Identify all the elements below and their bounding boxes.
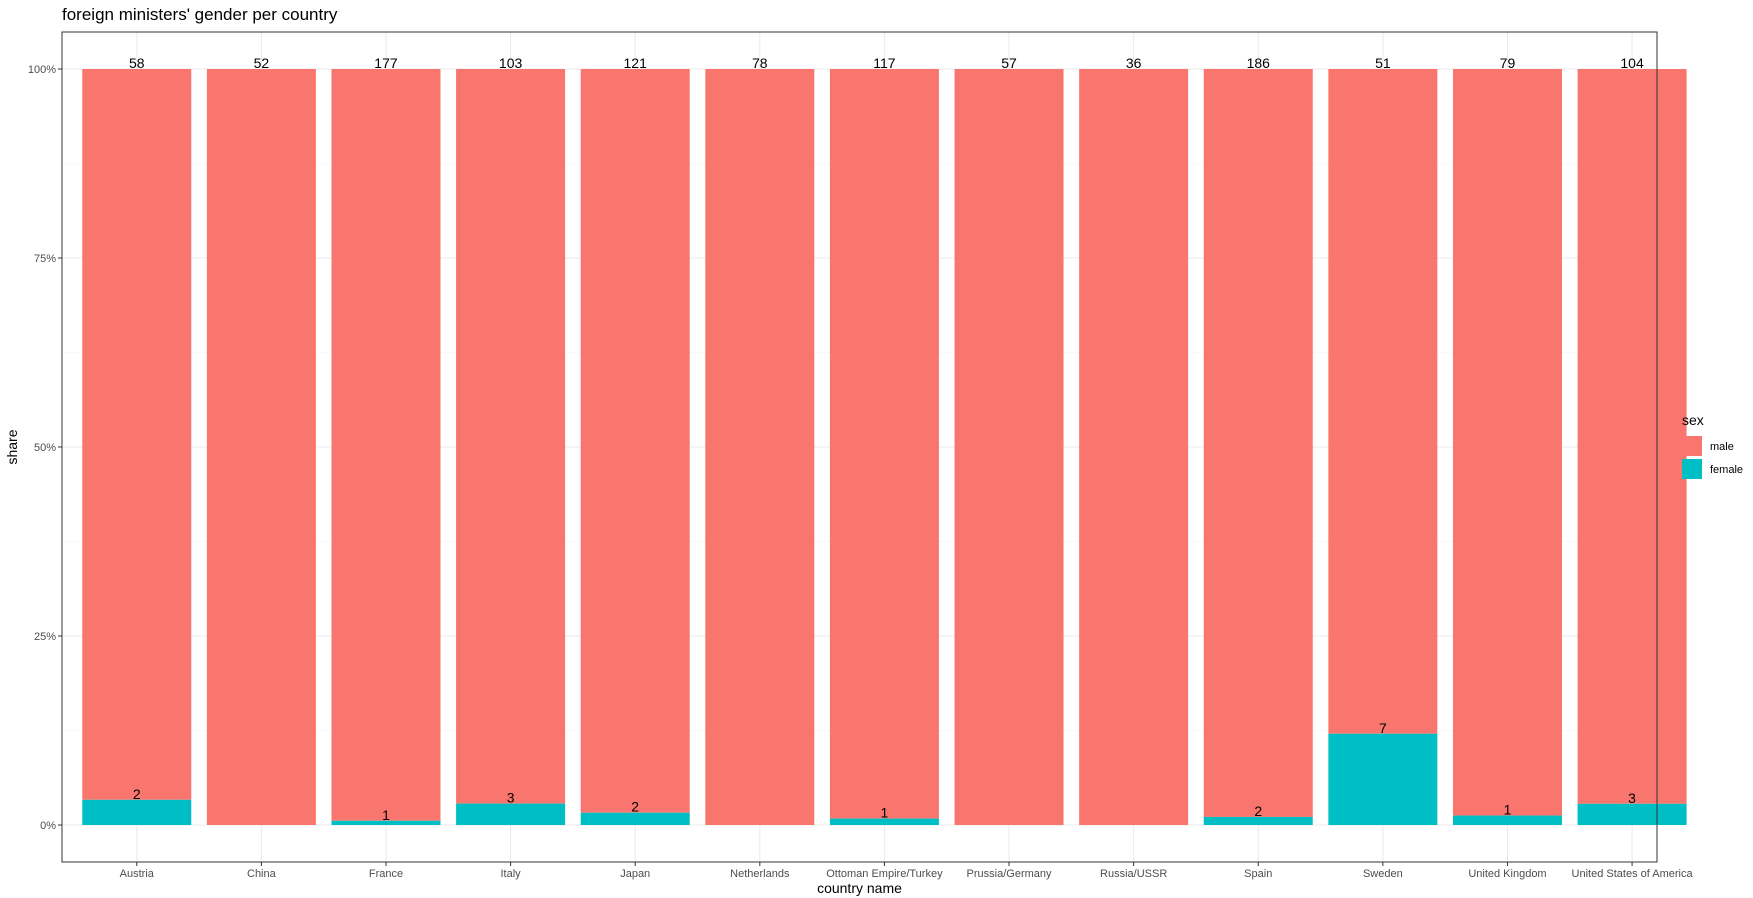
bar-label-female: 3 [507,790,515,806]
bar-label-male: 52 [254,55,270,71]
x-tick-label: France [369,868,403,880]
bar-label-female: 3 [1628,790,1636,806]
bar-label-male: 177 [374,55,398,71]
bar-male [1577,69,1687,804]
bar-male [206,69,316,825]
bar-male [1328,69,1438,734]
x-tick-label: Spain [1244,868,1272,880]
bar-label-male: 104 [1620,55,1644,71]
legend-label-male: male [1710,441,1734,453]
x-tick-label: United States of America [1572,868,1694,880]
bar-label-male: 78 [752,55,768,71]
x-tick-label: Sweden [1363,868,1403,880]
x-axis: Austria China France Italy Japan Netherlands O… [120,862,1694,880]
y-tick-label: 75% [34,253,56,265]
bar-female [331,820,441,825]
x-tick-label: Italy [501,868,522,880]
bar-female [1577,803,1687,825]
legend-label-female: female [1710,464,1743,476]
bar-label-male: 58 [129,55,145,71]
legend-key-female [1682,459,1702,479]
y-tick-label: 25% [34,631,56,643]
bar-label-female: 2 [133,786,141,802]
bar-male [331,69,441,821]
bar-female [1203,816,1313,825]
legend-key-male [1682,436,1702,456]
bar-label-female: 7 [1379,720,1387,736]
bars [82,69,1687,825]
bar-female [580,812,690,825]
bar-male [954,69,1064,825]
bar-label-female: 1 [881,805,889,821]
bar-label-male: 51 [1375,55,1391,71]
bar-female [829,818,939,825]
bar-male [1079,69,1189,825]
bar-male [1203,69,1313,817]
bar-male [456,69,566,804]
bar-label-male: 36 [1126,55,1142,71]
bar-label-male: 57 [1001,55,1017,71]
legend: sex male female [1682,412,1743,479]
chart-title: foreign ministers' gender per country [62,5,338,24]
x-tick-label: Prussia/Germany [967,868,1052,880]
x-tick-label: Russia/USSR [1100,868,1167,880]
bar-male [580,69,690,813]
bar-female [1328,733,1438,825]
bar-label-male: 79 [1500,55,1516,71]
bar-label-male: 103 [499,55,523,71]
x-axis-title: country name [817,880,902,896]
legend-title: sex [1682,412,1704,428]
x-tick-label: Netherlands [730,868,790,880]
bar-label-female: 2 [1254,803,1262,819]
bar-label-female: 1 [382,807,390,823]
bar-label-male: 117 [873,55,896,71]
bar-female [1452,815,1562,825]
bar-male [82,69,192,800]
bar-female [456,803,566,825]
bar-male [705,69,815,825]
x-tick-label: Ottoman Empire/Turkey [826,868,943,880]
bar-label-male: 121 [624,55,648,71]
bar-male [829,69,939,819]
y-axis-title: share [4,429,20,464]
y-tick-label: 50% [34,442,56,454]
bar-label-female: 1 [1504,802,1512,818]
y-axis: 0% 25% 50% 75% 100% [28,64,62,832]
x-tick-label: China [247,868,277,880]
x-tick-label: Japan [620,868,650,880]
bar-label-male: 186 [1247,55,1271,71]
x-tick-label: Austria [120,868,155,880]
x-tick-label: United Kingdom [1468,868,1546,880]
y-tick-label: 0% [40,820,56,832]
bar-female [82,799,192,825]
bar-labels: 58 2 52 177 1 103 3 121 2 78 117 1 57 36 186 2 51 7 79 1 104… [129,55,1644,823]
y-tick-label: 100% [28,64,56,76]
bar-male [1452,69,1562,816]
bar-label-female: 2 [631,799,639,815]
